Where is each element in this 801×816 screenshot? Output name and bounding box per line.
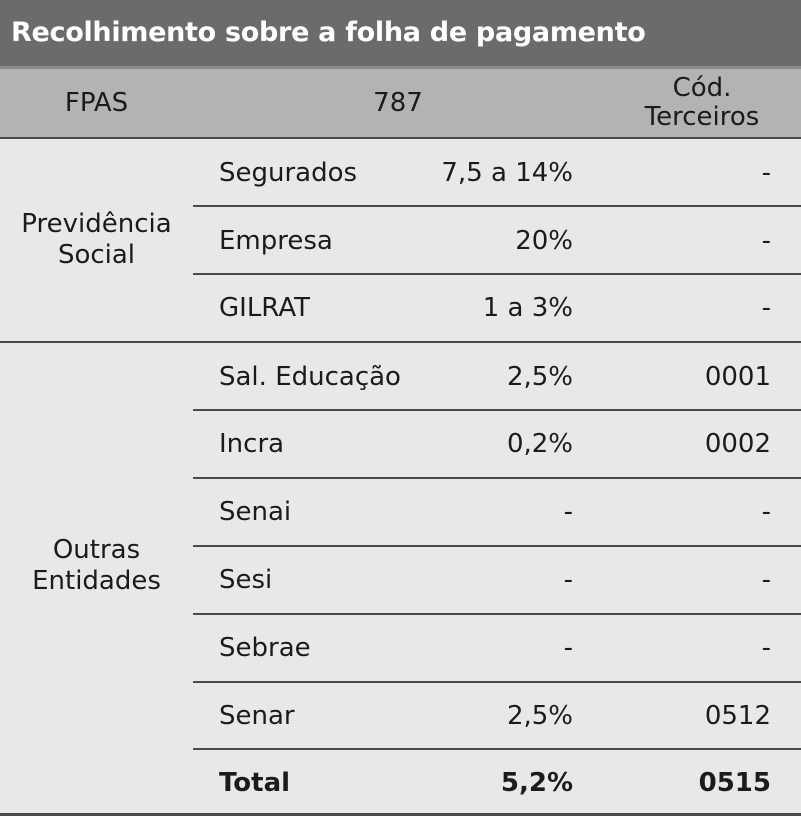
row-name: Sebrae xyxy=(219,633,311,663)
row-code: - xyxy=(761,226,771,256)
title-divider xyxy=(0,66,801,69)
group-outras-line2: Entidades xyxy=(32,565,161,596)
row-code: - xyxy=(761,497,771,527)
table-bottom-border xyxy=(0,813,801,816)
row-name: Senai xyxy=(219,497,292,527)
total-percentage: 5,2% xyxy=(500,768,573,798)
row-percentage: - xyxy=(563,497,573,527)
row-percentage: - xyxy=(563,565,573,595)
row-code: 0512 xyxy=(704,701,771,731)
row-code: 0001 xyxy=(704,362,771,392)
row-percentage: 1 a 3% xyxy=(482,293,573,323)
row-name: GILRAT xyxy=(219,293,310,323)
total-label: Total xyxy=(219,768,291,798)
header-divider xyxy=(0,137,801,139)
row-name: Empresa xyxy=(219,226,333,256)
total-row: Total 5,2% 0515 xyxy=(193,749,801,816)
row-divider xyxy=(193,748,801,750)
table-row: GILRAT 1 a 3% - xyxy=(193,274,801,342)
row-name: Senar xyxy=(219,701,295,731)
header-cod-line2: Terceiros xyxy=(644,102,760,132)
row-name: Incra xyxy=(219,429,285,459)
row-percentage: 0,2% xyxy=(506,429,573,459)
row-percentage: 7,5 a 14% xyxy=(441,158,573,188)
row-divider xyxy=(193,545,801,547)
row-percentage: - xyxy=(563,633,573,663)
row-name: Sal. Educação xyxy=(219,362,401,392)
row-divider xyxy=(193,205,801,207)
row-code: - xyxy=(761,565,771,595)
table-row: Sebrae - - xyxy=(193,614,801,682)
row-code: - xyxy=(761,158,771,188)
row-divider xyxy=(193,681,801,683)
row-divider xyxy=(193,273,801,275)
group-label-previdencia-social: Previdência Social xyxy=(0,139,193,341)
header-fpas-code: 787 xyxy=(373,88,423,118)
header-cod-terceiros: Cód. Terceiros xyxy=(603,69,801,137)
row-divider xyxy=(193,477,801,479)
row-code: - xyxy=(761,633,771,663)
row-name: Sesi xyxy=(219,565,273,595)
row-percentage: 20% xyxy=(515,226,573,256)
table-row: Incra 0,2% 0002 xyxy=(193,410,801,478)
header-fpas: FPAS xyxy=(64,88,129,118)
group-previdencia-line1: Previdência xyxy=(21,209,172,239)
row-code: 0002 xyxy=(704,429,771,459)
header-row: FPAS 787 Cód. Terceiros xyxy=(0,69,801,137)
group-divider xyxy=(0,341,801,343)
table-row: Sesi - - xyxy=(193,546,801,614)
header-cod-line1: Cód. xyxy=(672,73,732,103)
table-row: Senar 2,5% 0512 xyxy=(193,682,801,750)
row-code: - xyxy=(761,293,771,323)
table-row: Sal. Educação 2,5% 0001 xyxy=(193,343,801,411)
row-divider xyxy=(193,409,801,411)
row-name: Segurados xyxy=(219,158,358,188)
group-previdencia-line2: Social xyxy=(57,240,136,270)
table-title: Recolhimento sobre a folha de pagamento xyxy=(0,0,801,66)
row-percentage: 2,5% xyxy=(506,701,573,731)
table-row: Empresa 20% - xyxy=(193,207,801,275)
row-divider xyxy=(193,613,801,615)
table-row: Senai - - xyxy=(193,478,801,546)
group-outras-line1: Outras xyxy=(52,534,141,565)
table-row: Segurados 7,5 a 14% - xyxy=(193,139,801,207)
group-label-outras-entidades: Outras Entidades xyxy=(0,343,193,816)
total-code: 0515 xyxy=(698,768,771,798)
row-percentage: 2,5% xyxy=(506,362,573,392)
